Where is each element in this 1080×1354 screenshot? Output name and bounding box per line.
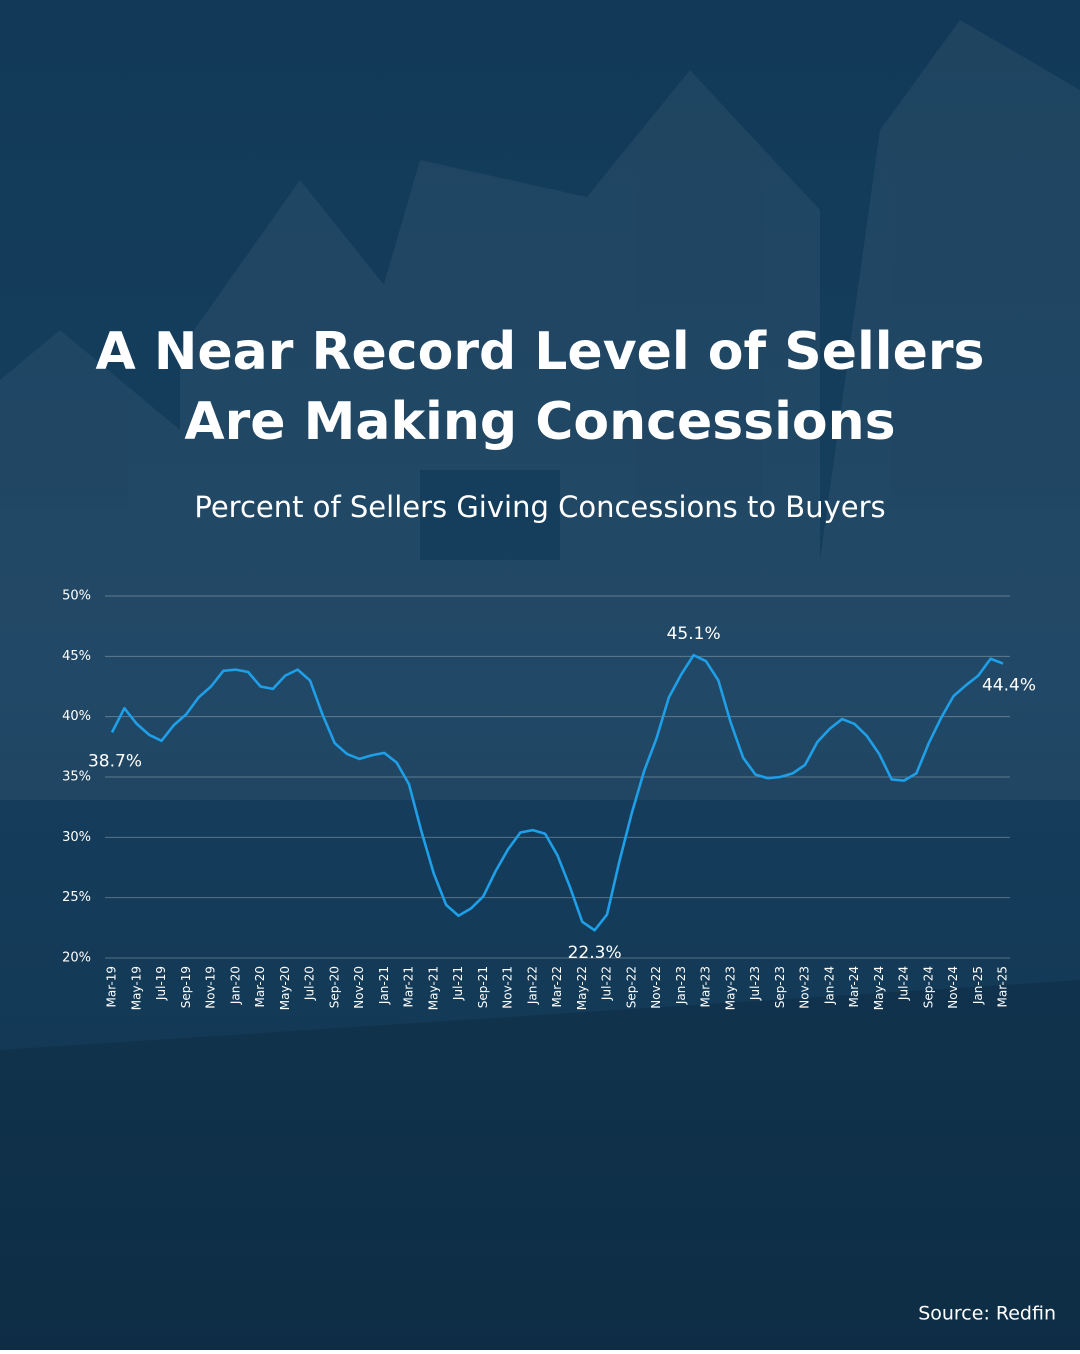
x-tick-label: Mar-20 <box>253 966 267 1007</box>
y-tick-label: 50% <box>62 589 91 604</box>
x-tick-label: May-20 <box>278 966 292 1010</box>
x-tick-label: Sep-21 <box>476 966 490 1008</box>
x-tick-label: Jul-22 <box>600 966 614 1001</box>
x-tick-label: Jan-24 <box>822 966 836 1005</box>
y-tick-label: 35% <box>62 770 91 785</box>
houses-backdrop <box>0 20 1080 800</box>
x-tick-label: Sep-23 <box>773 966 787 1008</box>
y-tick-label: 30% <box>62 830 91 845</box>
x-tick-label: Mar-24 <box>847 966 861 1007</box>
value-label: 44.4% <box>982 676 1036 696</box>
y-tick-label: 40% <box>62 709 91 724</box>
x-tick-label: Mar-23 <box>699 966 713 1007</box>
x-tick-label: Sep-19 <box>179 966 193 1008</box>
y-tick-label: 45% <box>62 649 91 664</box>
x-tick-label: Jan-22 <box>525 966 539 1005</box>
x-tick-label: Nov-19 <box>204 966 218 1009</box>
x-tick-label: Jul-21 <box>451 966 465 1001</box>
x-tick-label: May-22 <box>575 966 589 1010</box>
x-tick-label: May-24 <box>872 966 886 1010</box>
x-tick-label: Jan-20 <box>228 966 242 1005</box>
value-label: 22.3% <box>568 943 622 963</box>
source: Source: Redfin <box>918 1303 1056 1325</box>
x-tick-label: Jul-23 <box>748 966 762 1001</box>
x-tick-label: Sep-24 <box>921 966 935 1008</box>
x-tick-label: Jan-23 <box>674 966 688 1005</box>
y-tick-label: 25% <box>62 890 91 905</box>
data-line <box>110 653 1004 932</box>
x-tick-label: Nov-23 <box>798 966 812 1009</box>
value-label: 45.1% <box>667 624 721 644</box>
plot: 20% 25% 30% 35% 40% 45% 50% Mar-19 May-19 Jul-19 S… <box>62 589 1036 1011</box>
x-tick-label: Mar-21 <box>402 966 416 1007</box>
title-line: Are Making Concessions <box>184 392 895 452</box>
x-tick-label: Sep-20 <box>327 966 341 1008</box>
x-tick-label: Nov-21 <box>501 966 515 1009</box>
x-tick-label: Nov-24 <box>946 966 960 1009</box>
x-tick-label: May-23 <box>723 966 737 1010</box>
y-tick-label: 20% <box>62 951 91 966</box>
value-label: 38.7% <box>88 751 142 771</box>
x-tick-label: May-19 <box>129 966 143 1010</box>
x-tick-label: Nov-20 <box>352 966 366 1009</box>
x-tick-label: Sep-22 <box>624 966 638 1008</box>
x-tick-label: Jul-24 <box>897 966 911 1001</box>
x-tick-label: May-21 <box>426 966 440 1010</box>
ground-shadow <box>0 980 1080 1350</box>
title-line: A Near Record Level of Sellers <box>96 322 985 382</box>
x-tick-label: Jul-19 <box>154 966 168 1001</box>
x-tick-label: Mar-25 <box>996 966 1010 1007</box>
x-tick-label: Jan-25 <box>971 966 985 1005</box>
subtitle: Percent of Sellers Giving Concessions to… <box>194 490 885 524</box>
x-tick-label: Jan-21 <box>377 966 391 1005</box>
x-tick-label: Nov-22 <box>649 966 663 1009</box>
x-tick-label: Mar-19 <box>105 966 119 1007</box>
x-tick-label: Jul-20 <box>303 966 317 1001</box>
x-tick-label: Mar-22 <box>550 966 564 1007</box>
